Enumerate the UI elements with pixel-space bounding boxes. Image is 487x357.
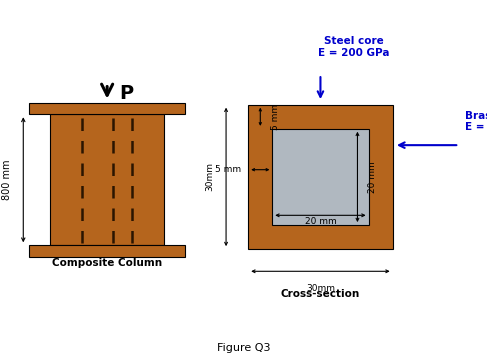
Bar	[248, 105, 393, 249]
Text: 5 mm: 5 mm	[215, 165, 242, 174]
Text: 800 mm: 800 mm	[2, 160, 12, 200]
Text: 20 mm: 20 mm	[304, 217, 337, 226]
Bar	[29, 103, 185, 114]
Text: Cross-section: Cross-section	[281, 289, 360, 299]
Text: 5 mm: 5 mm	[271, 104, 281, 130]
Text: Composite Column: Composite Column	[52, 258, 162, 268]
Bar	[50, 114, 165, 245]
Text: Steel core
E = 200 GPa: Steel core E = 200 GPa	[318, 36, 390, 57]
Text: Figure Q3: Figure Q3	[217, 343, 270, 353]
Bar	[272, 129, 369, 225]
Text: P: P	[119, 84, 133, 103]
Text: Brass Casing
E = 105 GPa: Brass Casing E = 105 GPa	[465, 111, 487, 132]
Text: 20 mm: 20 mm	[368, 161, 377, 193]
Text: 30mm: 30mm	[306, 284, 335, 293]
Text: 30mm: 30mm	[205, 162, 214, 191]
Bar	[29, 245, 185, 256]
